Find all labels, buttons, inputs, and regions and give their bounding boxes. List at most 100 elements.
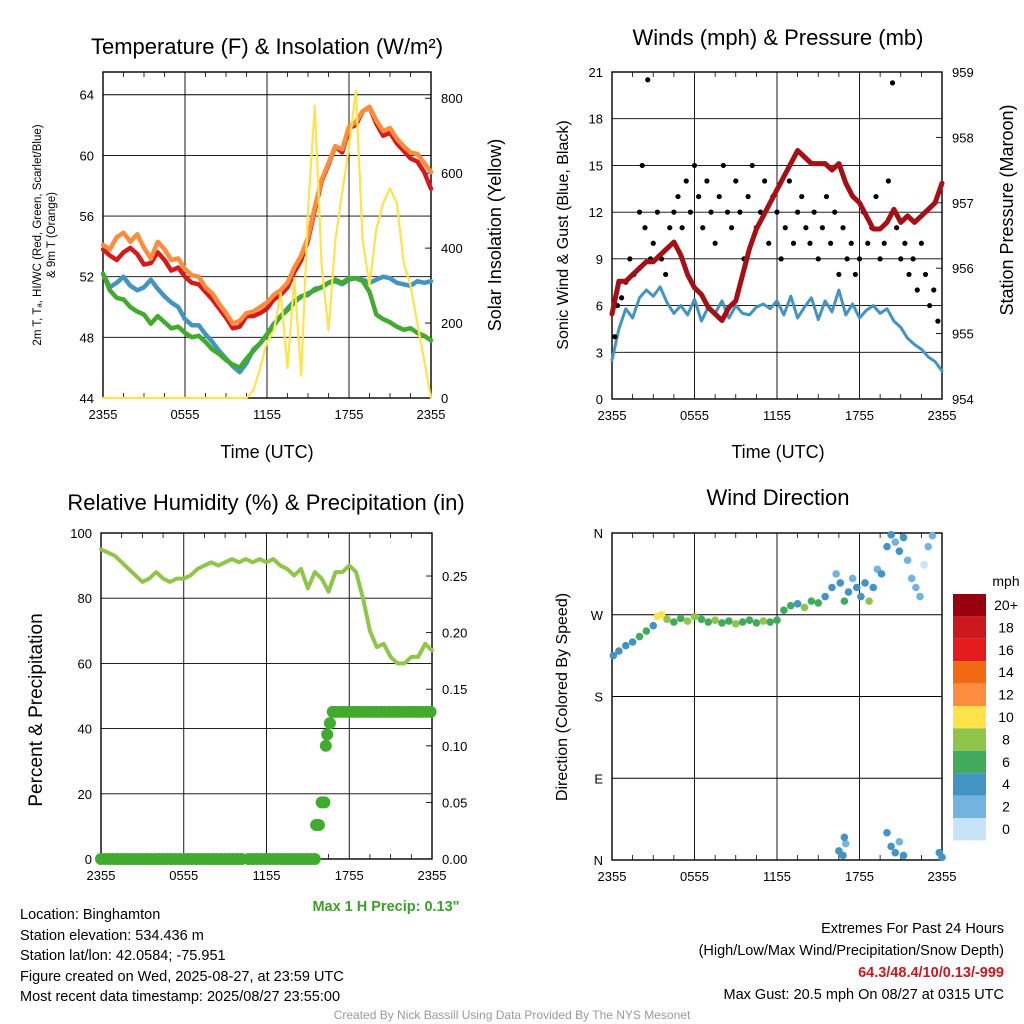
direction-point: [841, 839, 850, 848]
direction-point: [869, 583, 878, 592]
direction-point: [697, 615, 706, 624]
colorbar-label: 2: [1002, 799, 1010, 815]
x-tick-label: 0555: [680, 408, 709, 423]
x-tick-label: 1155: [763, 869, 791, 884]
gust-point: [766, 240, 772, 246]
precip-point: [312, 819, 325, 832]
y-tick-label: 56: [80, 209, 94, 224]
x-tick-label: 1155: [253, 868, 281, 883]
gust-point: [927, 302, 933, 309]
gust-point: [922, 271, 929, 278]
x-tick-label: 2355: [598, 869, 627, 884]
gust-point: [636, 209, 643, 215]
direction-point: [891, 538, 900, 546]
precip-point: [424, 705, 437, 718]
precip-annotation: Max 1 H Precip: 0.13": [312, 899, 459, 915]
y-right-tick-label: 800: [441, 91, 463, 106]
gust-point: [720, 162, 726, 169]
y-tick-label: 60: [78, 656, 92, 671]
y-axis-label-line1: 2m T, Tₐ, HI/WC (Red, Green, Scarlet/Blu…: [32, 124, 44, 345]
direction-point: [773, 616, 781, 624]
gust-point: [679, 225, 685, 231]
gust-point: [691, 162, 698, 169]
colorbar-label: 18: [998, 619, 1014, 635]
colorbar-label: 20+: [994, 597, 1018, 613]
chart-title: Relative Humidity (%) & Precipitation (i…: [67, 490, 464, 515]
direction-point: [828, 583, 836, 592]
direction-point: [899, 851, 908, 860]
direction-point: [924, 542, 933, 551]
direction-point: [938, 853, 946, 862]
direction-point: [903, 556, 912, 565]
series-line-1: [100, 104, 434, 326]
y-right-tick-label: 0.05: [442, 795, 467, 810]
precip-point: [319, 739, 332, 752]
direction-point: [907, 574, 916, 583]
y-tick-label: 52: [80, 270, 94, 285]
direction-point: [615, 647, 623, 655]
direction-point: [786, 601, 795, 610]
gust-point: [700, 225, 706, 231]
y-right-tick-label: 0: [441, 391, 448, 406]
x-tick-label: 2355: [89, 407, 118, 422]
gust-point: [856, 256, 863, 262]
y-axis-label-line2: & 9m T (Orange): [46, 192, 58, 278]
gust-point: [832, 209, 838, 215]
y-tick-label: 12: [589, 205, 603, 220]
x-axis-label: Time (UTC): [220, 442, 313, 462]
direction-point: [839, 851, 847, 860]
gust-point: [819, 225, 825, 231]
y-axis-label: Sonic Wind & Gust (Blue, Black): [555, 120, 572, 349]
gust-point: [645, 77, 651, 83]
winds-pressure-chart: 2355 0555 1155 1755 235503691215182195495595…: [555, 25, 1017, 462]
created-line: Figure created on Wed, 2025-08-27, at 23…: [20, 968, 344, 985]
y-tick-label: 44: [80, 391, 94, 406]
precip-point: [321, 728, 334, 741]
extremes-title: Extremes For Past 24 Hours: [821, 921, 1004, 937]
y-right-tick-label: 400: [441, 241, 463, 256]
gust-point: [786, 178, 792, 184]
elevation-line: Station elevation: 534.436 m: [20, 927, 204, 944]
gust-point: [749, 162, 755, 169]
location-line: Location: Binghamton: [20, 907, 161, 923]
y-right-tick-label: 200: [441, 316, 463, 331]
y-right-tick-label: 958: [952, 130, 974, 145]
direction-point: [877, 570, 886, 578]
gust-point: [774, 209, 780, 215]
y-tick-label: N: [594, 853, 603, 868]
direction-point: [780, 606, 788, 615]
direction-point: [814, 599, 823, 607]
direction-point: [920, 560, 928, 569]
y-right-tick-label: 955: [952, 327, 974, 342]
gust-point: [836, 271, 842, 278]
y-right-tick-label: 959: [952, 65, 974, 80]
gust-point: [683, 178, 689, 184]
y-tick-label: 6: [596, 299, 603, 314]
y-tick-label: 0: [596, 392, 603, 407]
colorbar-swatch: [953, 795, 986, 818]
extremes-values: 64.3/48.4/10/0.13/-999: [858, 965, 1004, 981]
direction-point: [883, 542, 891, 551]
y-tick-label: 20: [78, 787, 92, 802]
gust-point: [716, 193, 722, 200]
direction-point: [635, 632, 644, 641]
gust-point: [795, 209, 801, 215]
x-tick-label: 2355: [598, 408, 627, 423]
gust-point: [898, 256, 904, 262]
series-line-4: [101, 89, 433, 400]
extremes-legend: (High/Low/Max Wind/Precipitation/Snow De…: [698, 943, 1004, 959]
gust-point: [910, 256, 916, 262]
direction-point: [832, 570, 840, 578]
direction-point: [895, 547, 904, 555]
gust-point: [687, 209, 693, 215]
direction-point: [899, 533, 908, 542]
direction-point: [848, 574, 857, 583]
gust-point: [671, 209, 677, 215]
direction-point: [621, 641, 630, 650]
direction-point: [912, 583, 920, 592]
direction-point: [887, 531, 895, 539]
gust-point: [848, 240, 854, 246]
gust-point: [885, 178, 891, 184]
